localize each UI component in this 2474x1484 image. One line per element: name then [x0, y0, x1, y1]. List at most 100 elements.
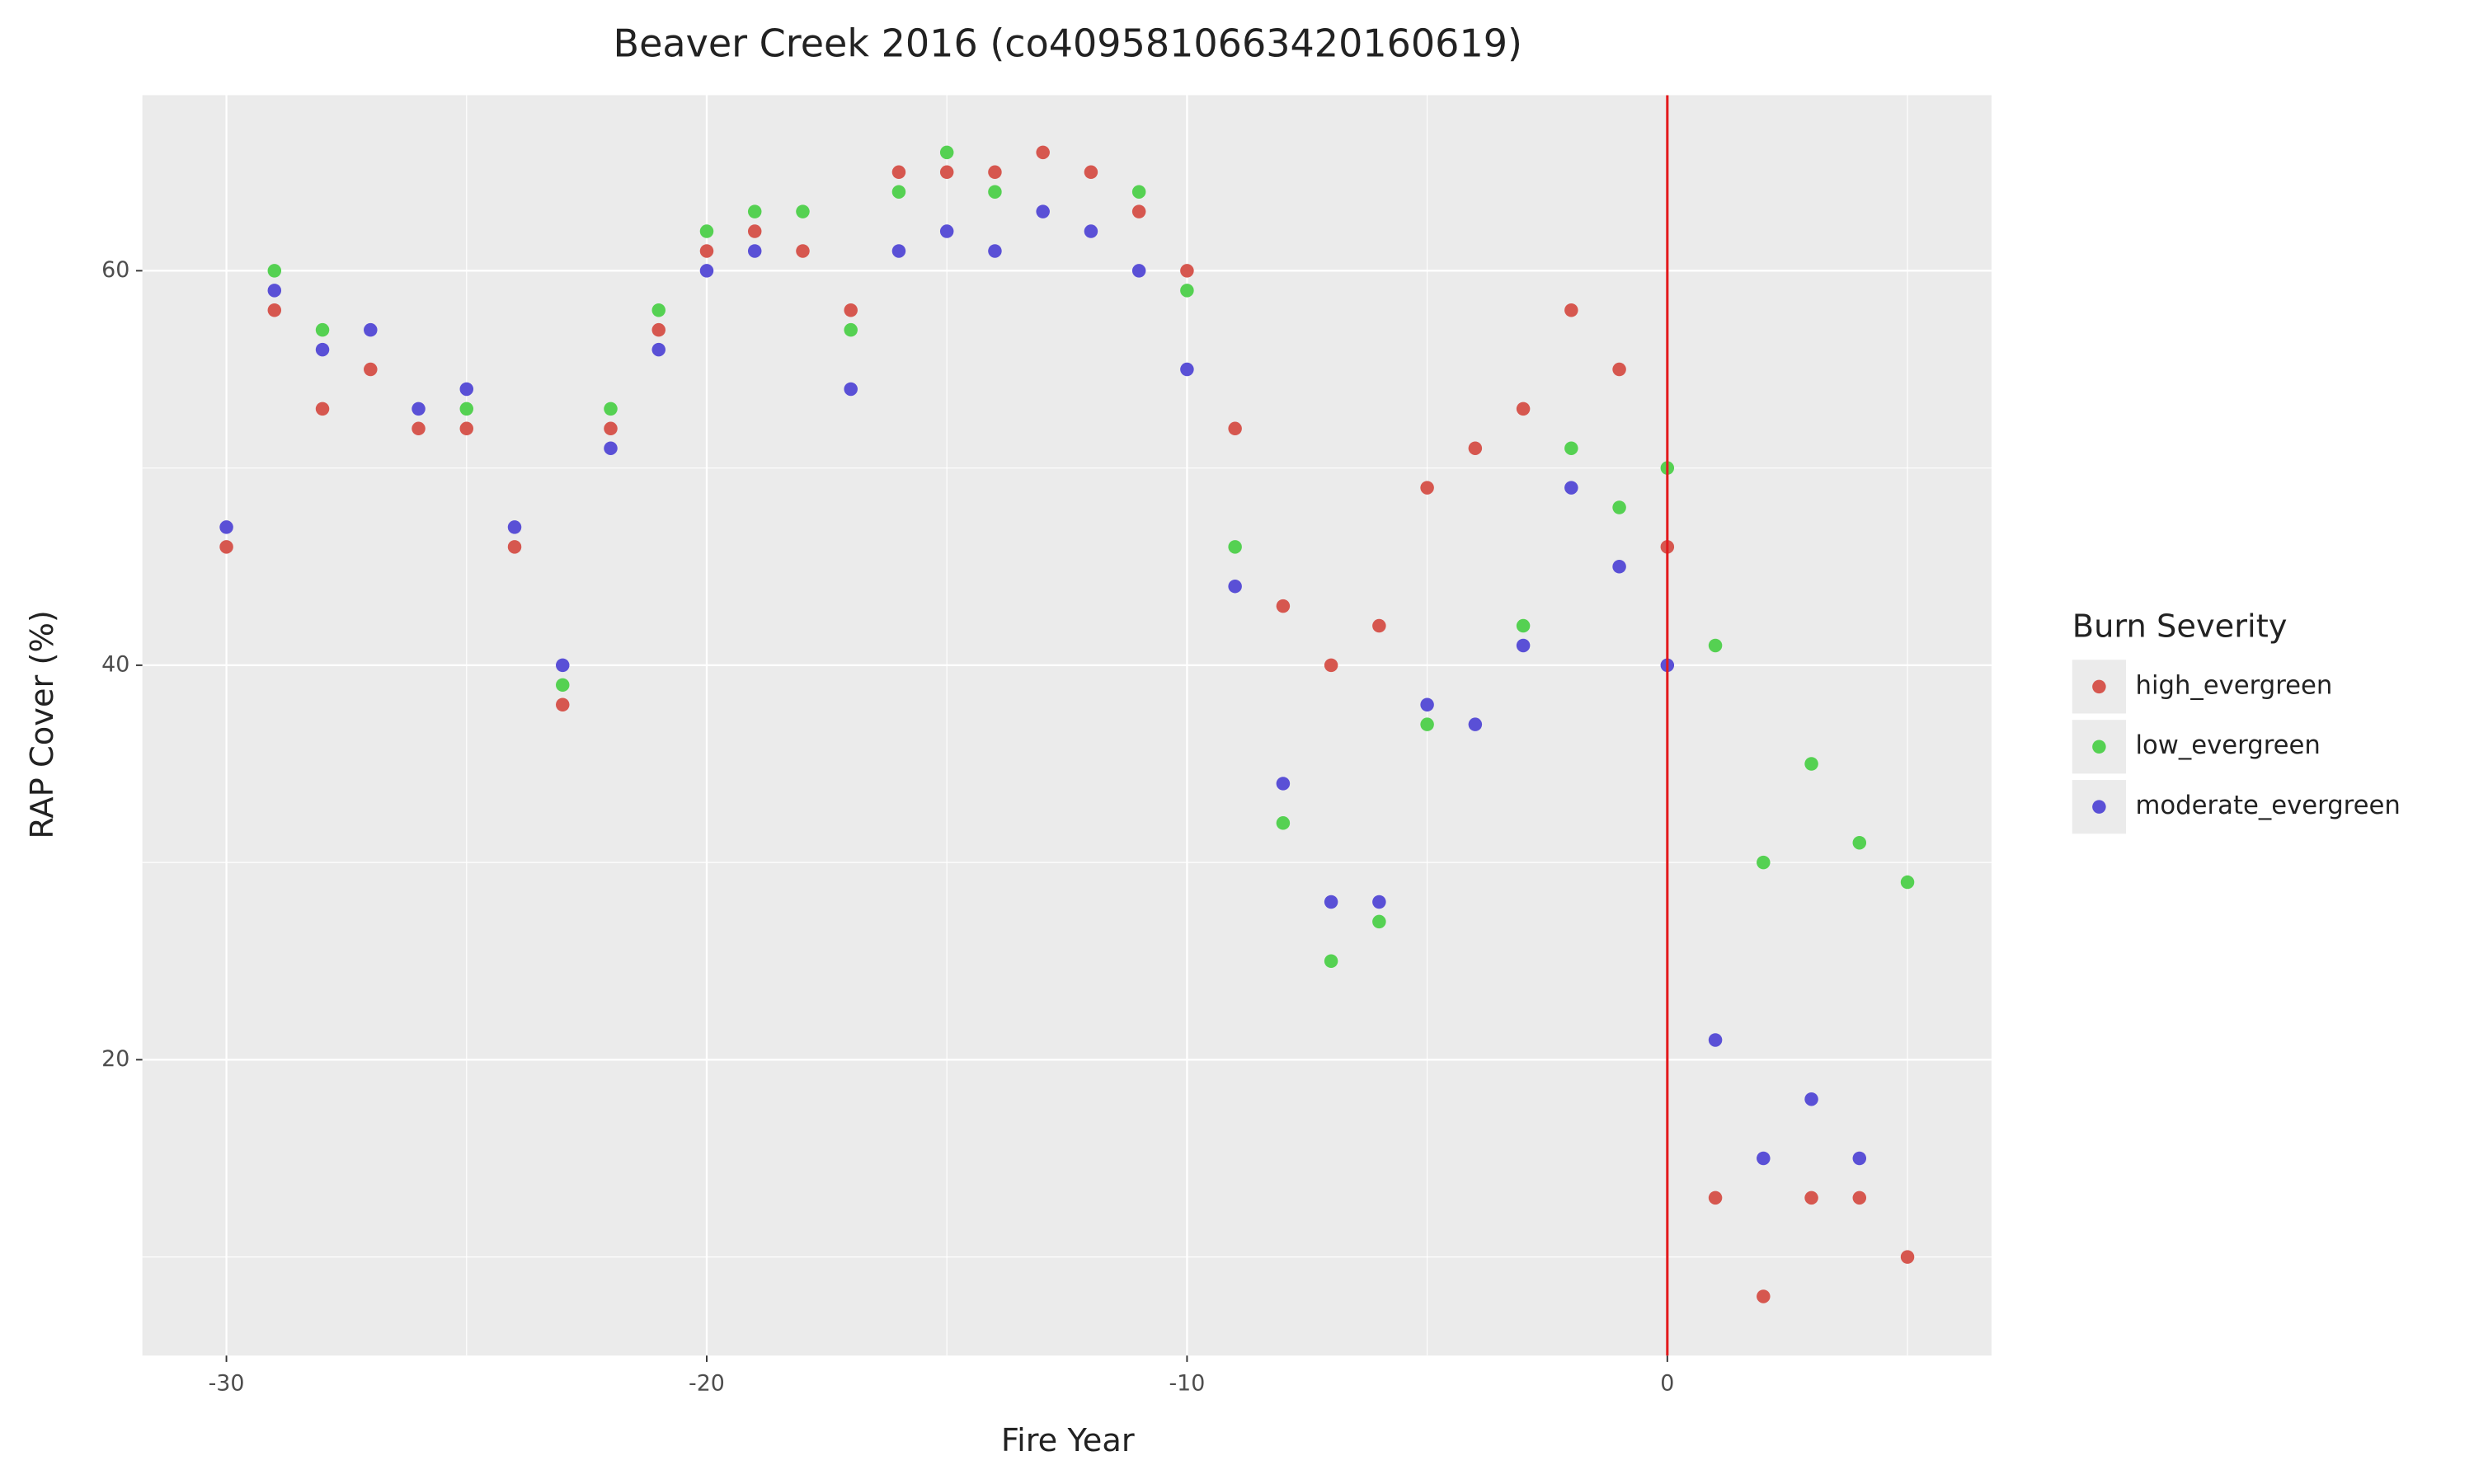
data-point	[1708, 638, 1723, 653]
data-point	[1757, 855, 1771, 870]
data-point	[315, 402, 330, 416]
data-point	[1084, 165, 1098, 180]
data-point	[1420, 717, 1434, 731]
data-point	[1804, 1092, 1818, 1106]
legend-label: low_evergreen	[2136, 731, 2321, 760]
data-point	[1228, 421, 1242, 436]
data-point	[1516, 402, 1531, 416]
data-point	[1804, 757, 1818, 771]
data-point	[1468, 717, 1483, 731]
data-point	[1804, 1190, 1818, 1205]
plot-panel	[142, 95, 1992, 1356]
y-tick-label: 20	[101, 1046, 129, 1072]
data-point	[604, 421, 618, 436]
data-point	[459, 421, 474, 436]
y-tick-label: 60	[101, 257, 129, 283]
data-point	[1036, 204, 1050, 218]
data-point	[651, 303, 666, 317]
data-point	[891, 165, 906, 180]
legend-marker	[2092, 679, 2106, 694]
data-point	[1708, 1033, 1723, 1047]
data-point	[844, 322, 858, 337]
legend-title: Burn Severity	[2072, 608, 2288, 645]
data-point	[1564, 481, 1578, 495]
data-point	[747, 244, 762, 258]
data-point	[699, 224, 714, 238]
data-point	[1900, 875, 1915, 890]
data-point	[1131, 264, 1146, 278]
data-point	[699, 244, 714, 258]
data-point	[796, 244, 810, 258]
data-point	[1324, 954, 1338, 969]
data-point	[507, 540, 522, 554]
x-tick-label: -20	[689, 1370, 725, 1396]
data-point	[1324, 895, 1338, 909]
data-point	[315, 342, 330, 357]
data-point	[1612, 500, 1626, 514]
data-point	[1180, 362, 1194, 377]
data-point	[1228, 540, 1242, 554]
y-tick-label: 40	[101, 651, 129, 677]
legend-label: moderate_evergreen	[2136, 791, 2401, 820]
data-point	[1852, 1151, 1867, 1166]
data-point	[988, 185, 1002, 199]
data-point	[747, 204, 762, 218]
data-point	[1276, 777, 1291, 791]
data-point	[364, 322, 378, 337]
data-point	[939, 224, 954, 238]
data-point	[1131, 185, 1146, 199]
data-point	[1372, 914, 1386, 929]
data-point	[364, 362, 378, 377]
data-point	[699, 264, 714, 278]
y-axis-label: RAP Cover (%)	[24, 610, 61, 839]
data-point	[1708, 1190, 1723, 1205]
data-point	[1228, 579, 1242, 594]
data-point	[604, 402, 618, 416]
data-point	[1180, 264, 1194, 278]
data-point	[1900, 1250, 1915, 1264]
data-point	[459, 382, 474, 397]
data-point	[1180, 284, 1194, 298]
data-point	[939, 165, 954, 180]
data-point	[1757, 1151, 1771, 1166]
data-point	[604, 441, 618, 455]
data-point	[507, 520, 522, 534]
x-axis-label: Fire Year	[1001, 1422, 1135, 1459]
data-point	[1564, 441, 1578, 455]
data-point	[651, 342, 666, 357]
legend-marker	[2092, 800, 2106, 814]
data-point	[1372, 618, 1386, 633]
data-point	[1468, 441, 1483, 455]
data-point	[796, 204, 810, 218]
legend-label: high_evergreen	[2136, 671, 2333, 700]
data-point	[651, 322, 666, 337]
x-tick-label: -30	[209, 1370, 245, 1396]
data-point	[1516, 638, 1531, 653]
data-point	[747, 224, 762, 238]
data-point	[556, 697, 570, 711]
data-point	[1852, 835, 1867, 850]
data-point	[1852, 1190, 1867, 1205]
data-point	[556, 658, 570, 673]
data-point	[1036, 145, 1050, 160]
data-point	[891, 244, 906, 258]
data-point	[844, 382, 858, 397]
data-point	[556, 678, 570, 693]
data-point	[315, 322, 330, 337]
data-point	[459, 402, 474, 416]
legend-marker	[2092, 740, 2106, 754]
data-point	[1612, 560, 1626, 574]
data-point	[1420, 697, 1434, 711]
data-point	[267, 264, 282, 278]
data-point	[267, 303, 282, 317]
x-tick-label: 0	[1660, 1370, 1674, 1396]
data-point	[1276, 816, 1291, 830]
data-point	[1131, 204, 1146, 218]
data-point	[1564, 303, 1578, 317]
x-tick-label: -10	[1169, 1370, 1205, 1396]
data-point	[267, 284, 282, 298]
data-point	[988, 244, 1002, 258]
data-point	[988, 165, 1002, 180]
chart-title: Beaver Creek 2016 (co40958106634201606​1…	[614, 21, 1522, 66]
data-point	[891, 185, 906, 199]
